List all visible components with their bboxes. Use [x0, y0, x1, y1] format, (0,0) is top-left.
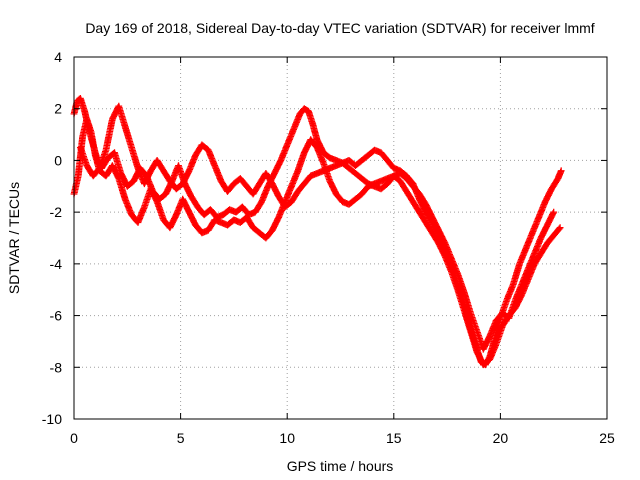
y-tick-label: -4 — [50, 256, 63, 272]
chart-title: Day 169 of 2018, Sidereal Day-to-day VTE… — [85, 20, 594, 36]
y-tick-label: 0 — [54, 152, 62, 168]
x-axis-label: GPS time / hours — [287, 458, 394, 474]
series-track-a — [70, 95, 565, 369]
x-tick-label: 10 — [279, 430, 295, 446]
x-tick-label: 20 — [493, 430, 509, 446]
y-axis-label: SDTVAR / TECUs — [6, 182, 22, 294]
y-tick-label: -8 — [50, 359, 63, 375]
data-points — [70, 95, 565, 369]
data-point — [550, 208, 558, 216]
y-tick-label: 4 — [54, 49, 62, 65]
x-tick-label: 0 — [70, 430, 78, 446]
y-tick-label: 2 — [54, 101, 62, 117]
series-track-c — [77, 102, 558, 353]
x-tick-label: 5 — [177, 430, 185, 446]
plot-frame — [73, 56, 608, 420]
x-tick-label: 15 — [386, 430, 402, 446]
data-point — [556, 224, 564, 232]
axis-ticks: 0 5 10 15 20 25 -10 -8 -6 -4 -2 0 2 4 — [42, 49, 615, 446]
data-point — [557, 167, 565, 175]
y-tick-label: -6 — [50, 308, 63, 324]
x-tick-label: 25 — [599, 430, 615, 446]
data-point — [555, 225, 563, 233]
y-tick-label: -10 — [42, 411, 62, 427]
y-tick-label: -2 — [50, 204, 63, 220]
